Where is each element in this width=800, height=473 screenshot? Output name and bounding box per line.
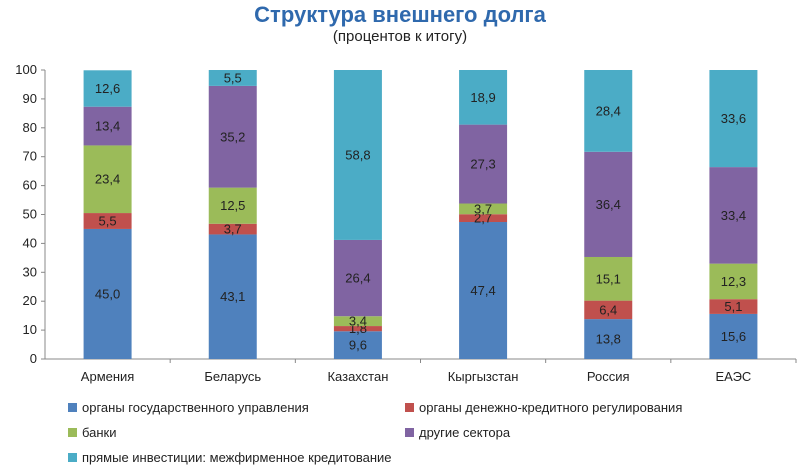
data-label: 6,4	[599, 302, 617, 317]
bar-segment	[83, 213, 132, 229]
bar-segment	[459, 214, 508, 223]
data-label: 36,4	[596, 197, 621, 212]
data-label: 3,4	[349, 314, 367, 329]
bar-segment	[459, 222, 508, 359]
bar-segment	[333, 331, 382, 359]
x-tick-label: Беларусь	[204, 369, 261, 384]
bar-segment	[709, 167, 758, 264]
chart-title: Структура внешнего долга	[254, 2, 546, 27]
data-label: 13,4	[95, 119, 120, 134]
bar-segment	[333, 70, 382, 240]
bar-segment	[333, 326, 382, 332]
bar-segment	[83, 145, 132, 214]
y-tick-label: 100	[15, 62, 37, 77]
y-tick-label: 30	[23, 264, 37, 279]
bar-segment	[208, 85, 257, 188]
bar-segment	[709, 70, 758, 168]
y-tick-label: 90	[23, 91, 37, 106]
chart-subtitle: (процентов к итогу)	[332, 28, 468, 45]
bar-segment	[584, 300, 633, 320]
data-label: 3,7	[474, 201, 492, 216]
data-label: 12,5	[220, 198, 245, 213]
data-label: 2,7	[474, 211, 492, 226]
data-label: 15,6	[721, 329, 746, 344]
bar-segment	[208, 70, 257, 86]
bar-segment	[83, 70, 132, 107]
bar-segment	[208, 234, 257, 359]
bar-segment	[584, 151, 633, 257]
data-label: 58,8	[345, 147, 370, 162]
bar-segment	[584, 70, 633, 152]
y-tick-label: 0	[30, 351, 37, 366]
bar-segment	[333, 316, 382, 327]
y-tick-label: 60	[23, 178, 37, 193]
bar-segment	[459, 70, 508, 125]
y-tick-label: 20	[23, 293, 37, 308]
bar-segment	[83, 228, 132, 359]
bar-segment	[459, 124, 508, 204]
data-label: 12,6	[95, 81, 120, 96]
bar-segment	[709, 263, 758, 300]
bar-segment	[83, 106, 132, 146]
data-label: 12,3	[721, 274, 746, 289]
bar-segment	[208, 223, 257, 235]
data-label: 15,1	[596, 271, 621, 286]
bar-segment	[333, 239, 382, 317]
data-label: 33,4	[721, 208, 746, 223]
x-tick-label: Казахстан	[327, 369, 388, 384]
bar-segment	[584, 319, 633, 359]
y-tick-label: 70	[23, 149, 37, 164]
y-tick-label: 80	[23, 120, 37, 135]
data-label: 3,7	[224, 222, 242, 237]
data-label: 9,6	[349, 338, 367, 353]
bar-segment	[709, 313, 758, 359]
data-label: 35,2	[220, 129, 245, 144]
data-label: 33,6	[721, 111, 746, 126]
data-label: 5,5	[224, 70, 242, 85]
data-label: 5,5	[99, 214, 117, 229]
data-label: 23,4	[95, 172, 120, 187]
data-label: 28,4	[596, 103, 621, 118]
y-tick-label: 50	[23, 207, 37, 222]
x-tick-label: Россия	[587, 369, 630, 384]
data-label: 18,9	[470, 90, 495, 105]
bar-segment	[459, 203, 508, 215]
x-tick-label: Кыргызстан	[448, 369, 519, 384]
data-label: 27,3	[470, 157, 495, 172]
data-label: 43,1	[220, 289, 245, 304]
y-tick-label: 40	[23, 235, 37, 250]
bar-segment	[709, 299, 758, 314]
data-label: 13,8	[596, 332, 621, 347]
data-label: 47,4	[470, 283, 495, 298]
bar-segment	[208, 187, 257, 224]
data-label: 5,1	[724, 299, 742, 314]
x-tick-label: Армения	[81, 369, 135, 384]
x-tick-label: ЕАЭС	[716, 369, 752, 384]
bar-segment	[584, 256, 633, 301]
data-label: 45,0	[95, 286, 120, 301]
y-tick-label: 10	[23, 322, 37, 337]
data-label: 26,4	[345, 271, 370, 286]
